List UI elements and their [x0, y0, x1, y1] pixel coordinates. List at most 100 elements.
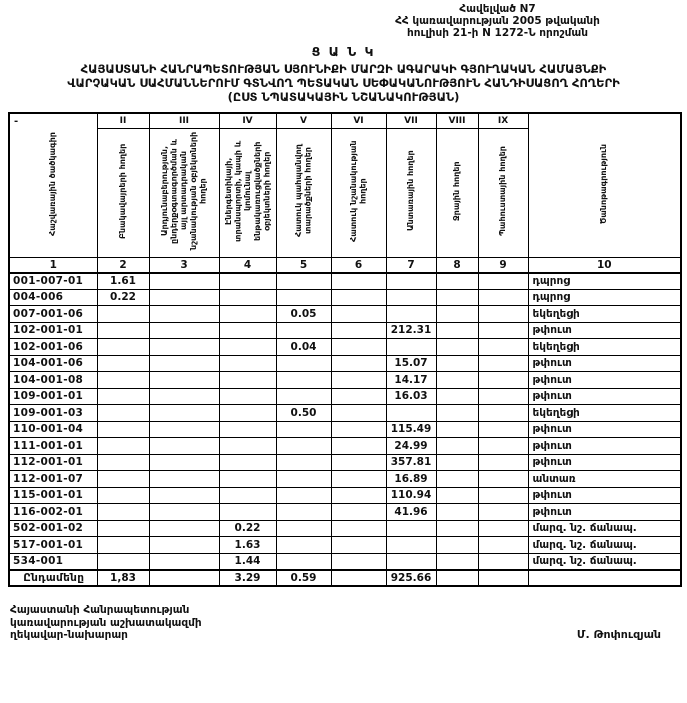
annex-reference: Հավելված N7 ՀՀ կառավարության 2005 թվական…: [330, 3, 665, 40]
row-value: [96, 387, 150, 406]
roman-numeral-5: V: [275, 112, 332, 130]
row-note: մարզ. նշ. ճանապ.: [527, 552, 682, 571]
row-value: [218, 404, 277, 422]
row-code: 112-001-01: [8, 453, 98, 472]
header-label-energy: Էներգետիկայի, տրանսպորտի, կապի և կոմունա…: [223, 140, 271, 242]
row-value: 0.04: [275, 338, 332, 356]
row-value: [275, 552, 332, 571]
row-value: [477, 305, 529, 323]
row-code: 001-007-01: [8, 272, 98, 290]
row-value: [275, 387, 332, 406]
row-value: [275, 420, 332, 439]
table-row: 112-001-07 16.89 անտառ: [8, 470, 682, 488]
row-value: [218, 486, 277, 505]
header-cell-note: Ծանոթագրություն: [527, 112, 682, 259]
row-value: [148, 338, 220, 356]
row-value: [477, 338, 529, 356]
row-value: [148, 387, 220, 406]
row-value: [218, 503, 277, 521]
row-value: [148, 519, 220, 538]
footer-office-block: Հայաստանի Հանրապետության կառավարության ա…: [10, 604, 202, 641]
corner-mark: -: [14, 115, 19, 127]
row-code: 102-001-06: [8, 338, 98, 356]
column-number-4: 4: [218, 257, 277, 274]
total-value: 3.29: [218, 568, 277, 587]
row-value: [218, 437, 277, 455]
title-line-2: ՎԱՐՉԱԿԱՆ ՍԱՀՄԱՆՆԵՐՈՒՄ ԳՏՆՎՈՂ ՊԵՏԱԿԱՆ ՍԵՓ…: [67, 75, 620, 90]
row-value: [330, 536, 387, 554]
table-body: 001-007-01 1.61 դպրոց 004-006 0.22 դպրոց 007-0…: [8, 272, 682, 587]
row-value: [96, 371, 150, 389]
table-row: 502-001-02 0.22 մարզ. նշ. ճանապ.: [8, 519, 682, 538]
row-value: [330, 404, 387, 422]
row-value: 16.03: [385, 387, 437, 406]
row-value: [477, 486, 529, 505]
row-value: [477, 272, 529, 290]
column-number-row: 1 2 3 4 5 6 7 8 9 10: [8, 257, 682, 274]
row-value: [477, 519, 529, 538]
row-value: [275, 321, 332, 340]
roman-numeral-8: VIII: [435, 112, 479, 130]
roman-numeral-4: IV: [218, 112, 277, 130]
row-value: 0.22: [218, 519, 277, 538]
row-value: 15.07: [385, 354, 437, 373]
row-note: թփուտ: [527, 503, 682, 521]
row-value: [435, 338, 479, 356]
row-value: [96, 321, 150, 340]
header-label-forest: Անտառային հողեր: [406, 150, 416, 232]
row-value: [218, 371, 277, 389]
roman-numeral-6: VI: [330, 112, 387, 130]
table-row: 102-001-06 0.04 եկեղեցի: [8, 338, 682, 356]
footer: Հայաստանի Հանրապետության կառավարության ա…: [0, 604, 687, 641]
row-code: 115-001-01: [8, 486, 98, 505]
row-value: [218, 305, 277, 323]
table-row: 104-001-08 14.17 թփուտ: [8, 371, 682, 389]
row-value: [275, 486, 332, 505]
row-value: [96, 486, 150, 505]
row-value: [477, 536, 529, 554]
row-value: [218, 321, 277, 340]
row-value: [148, 437, 220, 455]
row-note: թփուտ: [527, 437, 682, 455]
row-note: թփուտ: [527, 371, 682, 389]
column-number-8: 8: [435, 257, 479, 274]
row-code: 007-001-06: [8, 305, 98, 323]
table-row: 115-001-01 110.94 թփուտ: [8, 486, 682, 505]
row-value: [435, 420, 479, 439]
header-cell-energy: Էներգետիկայի, տրանսպորտի, կապի և կոմունա…: [218, 128, 277, 259]
table-row: 001-007-01 1.61 դպրոց: [8, 272, 682, 290]
row-value: [385, 288, 437, 307]
row-note: եկեղեցի: [527, 305, 682, 323]
table-row: 517-001-01 1.63 մարզ. նշ. ճանապ.: [8, 536, 682, 554]
row-value: [435, 486, 479, 505]
row-value: 1.61: [96, 272, 150, 290]
row-value: [330, 503, 387, 521]
header-cell-residential: Բնակավայրերի հողեր: [96, 128, 150, 259]
document-title: ՀԱՅԱՍՏԱՆԻ ՀԱՆՐԱՊԵՏՈՒԹՅԱՆ ՍՅՈՒՆԻՔԻ ՄԱՐԶԻ …: [0, 62, 687, 105]
row-note: մարզ. նշ. ճանապ.: [527, 536, 682, 554]
row-value: [330, 387, 387, 406]
row-code: 110-001-04: [8, 420, 98, 439]
row-value: [218, 387, 277, 406]
row-value: [218, 272, 277, 290]
row-value: [275, 437, 332, 455]
roman-numeral-9: IX: [477, 112, 529, 130]
row-value: [275, 272, 332, 290]
land-registry-table: - Հաշվառային ծածկագիր II III IV V VI VII…: [8, 111, 682, 588]
row-value: [330, 519, 387, 538]
row-value: [477, 453, 529, 472]
row-value: 357.81: [385, 453, 437, 472]
row-value: [330, 371, 387, 389]
row-value: [385, 519, 437, 538]
row-value: [275, 519, 332, 538]
header-cell-code: - Հաշվառային ծածկագիր: [8, 112, 98, 259]
row-value: [435, 305, 479, 323]
roman-numeral-3: III: [148, 112, 220, 130]
footer-line-2: կառավարության աշխատակազմի: [10, 616, 202, 629]
row-value: [477, 404, 529, 422]
row-value: [435, 437, 479, 455]
row-value: 0.50: [275, 404, 332, 422]
total-label: Ընդամենը: [8, 568, 98, 587]
row-note: դպրոց: [527, 288, 682, 307]
header-cell-forest: Անտառային հողեր: [385, 128, 437, 259]
